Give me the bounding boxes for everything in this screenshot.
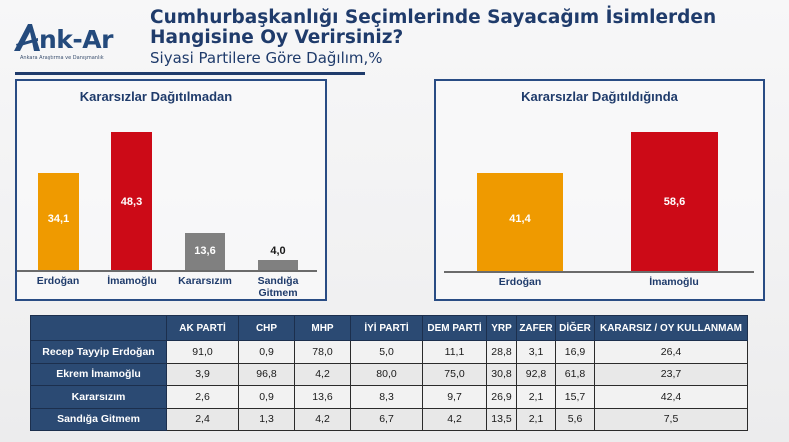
- table-header-cell: DEM PARTİ: [422, 315, 487, 341]
- table-cell: 4,2: [422, 407, 487, 431]
- logo-tagline: Ankara Araştırma ve Danışmanlık: [20, 55, 104, 61]
- table-header-cell: YRP: [486, 315, 517, 341]
- bar-sandiga-gitmem: 4,0: [258, 245, 298, 270]
- table-cell: 9,7: [422, 385, 487, 409]
- category-label: İmamoğlu: [649, 276, 699, 288]
- table-cell: 0,9: [238, 340, 295, 364]
- table-cell: 75,0: [422, 362, 487, 386]
- table-row: Ekrem İmamoğlu 3,9 96,8 4,2 80,0 75,0 30…: [30, 362, 748, 386]
- table-cell: 92,8: [516, 362, 556, 386]
- category-label-sandiga-gitmem: Sandığa Gitmem: [243, 275, 313, 299]
- table-cell: 4,2: [294, 362, 351, 386]
- table-cell: 96,8: [238, 362, 295, 386]
- chart-title: Kararsızlar Dağıtılmadan: [79, 89, 233, 104]
- table-cell: 2,6: [166, 385, 239, 409]
- category-label-line: Gitmem: [258, 287, 298, 299]
- table-cell: 91,0: [166, 340, 239, 364]
- table-cell: 5,6: [555, 407, 595, 431]
- table-cell: 26,4: [594, 340, 748, 364]
- table-cell: 0,9: [238, 385, 295, 409]
- category-label: Erdoğan: [498, 276, 542, 288]
- table-cell: 6,7: [350, 407, 423, 431]
- table-cell: 2,1: [516, 385, 556, 409]
- x-axis-line: [444, 271, 754, 273]
- row-label: Kararsızım: [30, 385, 167, 409]
- bar-imamoglu: 58,6: [631, 132, 718, 271]
- title-line-2: Hangisine Oy Verirsiniz?: [150, 27, 404, 48]
- page-title: Cumhurbaşkanlığı Seçimlerinde Sayacağım …: [150, 8, 780, 48]
- table-header-cell: KARARSIZ / OY KULLANMAM: [594, 315, 748, 341]
- table-header-cell: AK PARTİ: [166, 315, 239, 341]
- chart-panel-undecided-distributed: Kararsızlar Dağıtıldığında 41,4 58,6 Erd…: [434, 79, 765, 301]
- table-cell: 11,1: [422, 340, 487, 364]
- chart-title: Kararsızlar Dağıtıldığında: [521, 89, 678, 104]
- table-cell: 23,7: [594, 362, 748, 386]
- table-cell: 3,1: [516, 340, 556, 364]
- table-cell: 1,3: [238, 407, 295, 431]
- row-label: Sandığa Gitmem: [30, 407, 167, 431]
- table-cell: 78,0: [294, 340, 351, 364]
- bar-imamoglu: 48,3: [111, 132, 152, 270]
- ankar-logo: nk-Ar Ankara Araştırma ve Danışmanlık: [12, 22, 132, 72]
- table-cell: 2,4: [166, 407, 239, 431]
- table-cell: 30,8: [486, 362, 517, 386]
- bar-value-label: 13,6: [194, 245, 216, 257]
- chart-panel-undecided-not-distributed: Kararsızlar Dağıtılmadan 34,1 48,3 13,6 …: [15, 79, 327, 301]
- bar-erdogan: 34,1: [38, 173, 79, 270]
- table-cell: 80,0: [350, 362, 423, 386]
- party-breakdown-table: AK PARTİ CHP MHP İYİ PARTİ DEM PARTİ YRP…: [30, 315, 748, 431]
- table-header-cell: ZAFER: [516, 315, 556, 341]
- table-cell: 26,9: [486, 385, 517, 409]
- row-label: Recep Tayyip Erdoğan: [30, 340, 167, 364]
- table-header-cell: MHP: [294, 315, 351, 341]
- table-cell: 2,1: [516, 407, 556, 431]
- bar-kararsizim: 13,6: [185, 233, 225, 270]
- table-cell: 15,7: [555, 385, 595, 409]
- table-row: Kararsızım 2,6 0,9 13,6 8,3 9,7 26,9 2,1…: [30, 385, 748, 409]
- table-cell: 61,8: [555, 362, 595, 386]
- table-cell: 4,2: [294, 407, 351, 431]
- table-header-cell: DİĞER: [555, 315, 595, 341]
- table-row: Sandığa Gitmem 2,4 1,3 4,2 6,7 4,2 13,5 …: [30, 407, 748, 431]
- page-subtitle: Siyasi Partilere Göre Dağılım,%: [150, 49, 383, 67]
- title-divider: [15, 72, 365, 75]
- bar-erdogan: 41,4: [477, 173, 563, 271]
- table-cell: 8,3: [350, 385, 423, 409]
- table-header-cell: [30, 315, 167, 341]
- row-label: Ekrem İmamoğlu: [30, 362, 167, 386]
- logo-a-mark-icon: [14, 24, 40, 51]
- title-line-1: Cumhurbaşkanlığı Seçimlerinde Sayacağım …: [150, 7, 717, 28]
- bar-value-label: 48,3: [120, 196, 143, 208]
- table-cell: 5,0: [350, 340, 423, 364]
- category-label: Erdoğan: [36, 275, 80, 287]
- table-cell: 16,9: [555, 340, 595, 364]
- x-axis-line: [17, 270, 317, 272]
- table-cell: 13,5: [486, 407, 517, 431]
- bar-value-label: 34,1: [47, 213, 70, 225]
- table-cell: 42,4: [594, 385, 748, 409]
- table-header-row: AK PARTİ CHP MHP İYİ PARTİ DEM PARTİ YRP…: [30, 315, 748, 341]
- bar-value-label: 4,0: [270, 245, 286, 257]
- bar-value-label: 58,6: [663, 196, 686, 208]
- category-label: İmamoğlu: [107, 275, 157, 287]
- category-label: Kararsızım: [178, 275, 232, 287]
- bar-value-label: 41,4: [509, 213, 531, 225]
- table-header-cell: İYİ PARTİ: [350, 315, 423, 341]
- table-cell: 3,9: [166, 362, 239, 386]
- table-cell: 7,5: [594, 407, 748, 431]
- table-header-cell: CHP: [238, 315, 295, 341]
- table-cell: 28,8: [486, 340, 517, 364]
- logo-wordmark: nk-Ar: [39, 25, 113, 54]
- table-row: Recep Tayyip Erdoğan 91,0 0,9 78,0 5,0 1…: [30, 340, 748, 364]
- table-cell: 13,6: [294, 385, 351, 409]
- category-label-line: Sandığa: [257, 275, 299, 287]
